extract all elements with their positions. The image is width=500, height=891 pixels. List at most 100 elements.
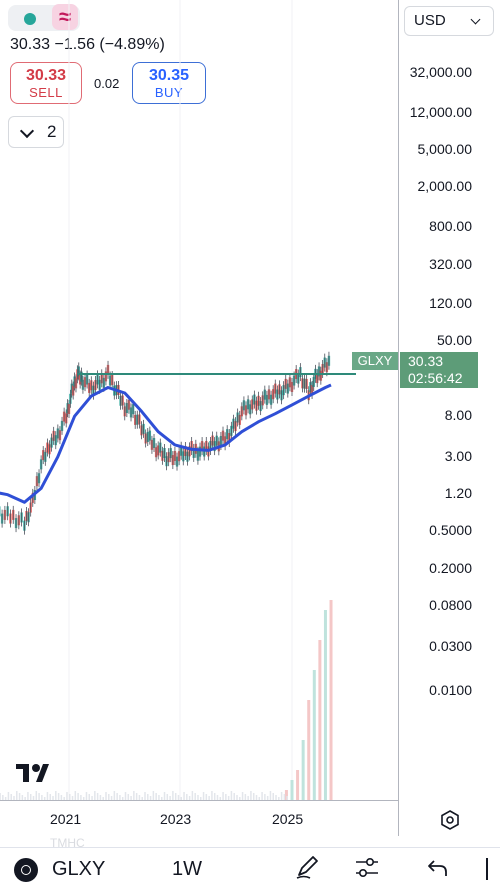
drawing-tools-icon[interactable] [294, 854, 320, 880]
volume-bar [318, 640, 322, 800]
volume-bar [307, 700, 311, 800]
volume-bar [149, 796, 152, 800]
volume-bar [283, 794, 286, 800]
last-price-tag: 30.33 02:56:42 [400, 352, 478, 388]
chart-settings-icon[interactable] [440, 810, 460, 830]
last-price-value: 30.33 [408, 353, 444, 369]
volume-bar [286, 796, 288, 800]
volume-bar [49, 794, 51, 800]
price-axis-tick: 0.0800 [429, 597, 472, 613]
volume-bar [241, 792, 244, 800]
price-chart[interactable] [0, 0, 398, 800]
volume-bar [127, 794, 130, 800]
volume-bar [10, 794, 12, 800]
volume-bar [91, 796, 93, 800]
volume-bars [0, 600, 333, 800]
time-axis-label-2023: 2023 [160, 811, 192, 827]
volume-bar [133, 791, 135, 800]
volume-bar [43, 797, 46, 800]
sell-label: SELL [29, 85, 63, 100]
price-axis-tick: 0.0100 [429, 682, 472, 698]
volume-bar [252, 793, 255, 800]
indicators-count: 2 [47, 122, 57, 141]
volume-bar [323, 610, 327, 800]
volume-bar [261, 792, 263, 800]
indicators-toggle[interactable]: 2 [8, 116, 64, 148]
volume-bar [7, 792, 10, 800]
volume-bar [63, 797, 65, 800]
volume-bar [160, 797, 163, 800]
volume-bar [296, 770, 300, 800]
price-axis-tick: 8.00 [444, 407, 472, 423]
volume-bar [233, 793, 235, 800]
volume-bar [13, 796, 15, 800]
indicators-settings-icon[interactable] [354, 856, 380, 880]
volume-bar [177, 795, 180, 800]
volume-bar [57, 793, 60, 800]
candle [0, 506, 1, 517]
volume-bar [88, 794, 91, 800]
volume-bar [269, 791, 272, 800]
moving-average-series [0, 383, 332, 504]
volume-bar [290, 780, 294, 800]
volume-bar [116, 793, 118, 800]
volume-bar [219, 797, 222, 800]
interval-button[interactable]: 1W [172, 858, 202, 880]
volume-bar [18, 793, 21, 800]
volume-bar [163, 792, 166, 800]
volume-bar [200, 797, 202, 800]
volume-bar [60, 795, 63, 800]
time-axis-label-2021: 2021 [50, 811, 82, 827]
volume-bar [46, 792, 49, 800]
currency-select[interactable]: USD [404, 6, 494, 36]
price-axis-tick: 320.00 [429, 256, 472, 272]
chart-watermark: TMHC [50, 836, 85, 850]
more-menu-icon[interactable] [486, 858, 491, 880]
volume-bar [99, 795, 102, 800]
bar-countdown: 02:56:42 [408, 370, 463, 386]
symbol-button[interactable]: GLXY [52, 858, 106, 880]
price-axis-tick: 120.00 [429, 295, 472, 311]
chart-grid [68, 0, 293, 800]
volume-bar [102, 797, 104, 800]
volume-bar [16, 791, 18, 800]
volume-bar [2, 795, 4, 800]
volume-bar [110, 796, 113, 800]
volume-bar [80, 795, 82, 800]
volume-bar [169, 796, 171, 800]
volume-bar [119, 795, 121, 800]
symbol-status-chip[interactable]: ≈ [8, 4, 80, 31]
price-axis-tick: 3.00 [444, 448, 472, 464]
price-axis-divider [398, 0, 399, 836]
volume-bar [141, 797, 143, 800]
volume-bar [24, 797, 26, 800]
volume-bar [258, 797, 261, 800]
price-axis-tick: 800.00 [429, 218, 472, 234]
buy-label: BUY [154, 85, 184, 100]
volume-bar [144, 792, 146, 800]
volume-bar [38, 793, 40, 800]
symbol-price-tag: GLXY [352, 352, 398, 370]
volume-bar [250, 791, 252, 800]
volume-bar [284, 790, 288, 800]
volume-bar [225, 794, 227, 800]
bottom-toolbar [0, 847, 500, 891]
volume-bar [264, 794, 266, 800]
undo-icon[interactable] [426, 858, 450, 878]
volume-bar [255, 795, 258, 800]
volume-bar [312, 670, 316, 800]
volume-bar [55, 791, 57, 800]
buy-button[interactable]: 30.35 BUY [132, 62, 206, 104]
volume-bar [275, 795, 277, 800]
symbol-logo-icon[interactable] [14, 858, 38, 882]
volume-bar [239, 797, 241, 800]
currency-value: USD [414, 12, 446, 29]
volume-bar [77, 793, 79, 800]
volume-bar [202, 792, 205, 800]
wave-icon: ≈ [52, 4, 78, 30]
volume-bar [194, 793, 196, 800]
sell-button[interactable]: 30.33 SELL [10, 62, 82, 104]
volume-bar [147, 794, 149, 800]
volume-bar [230, 791, 233, 800]
volume-bar [66, 792, 68, 800]
